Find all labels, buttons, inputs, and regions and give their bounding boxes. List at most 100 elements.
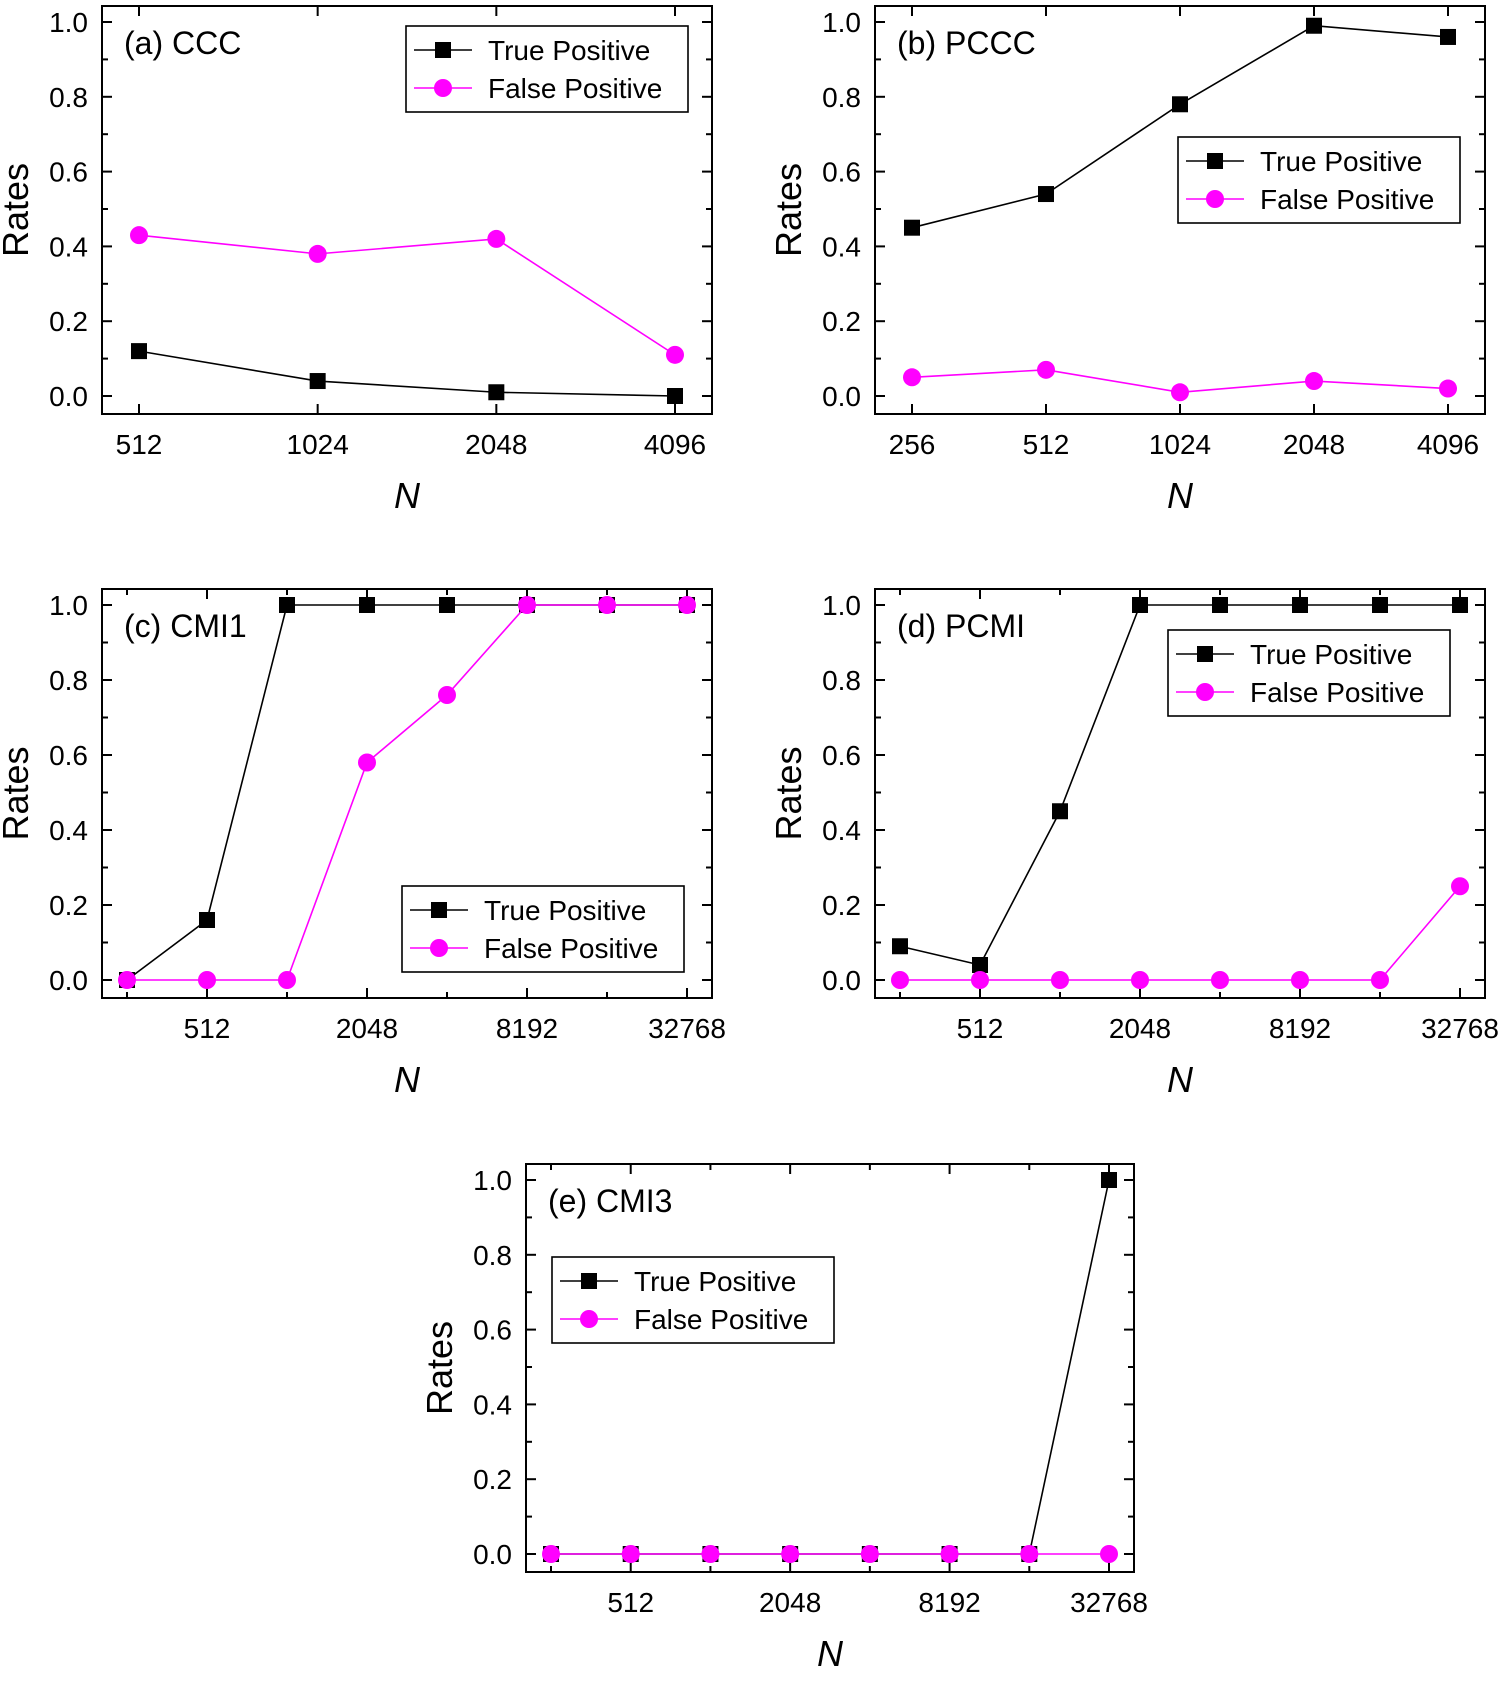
legend-marker-circle — [434, 79, 452, 97]
data-point-square — [1052, 803, 1068, 820]
x-tick-label: 512 — [607, 1587, 654, 1618]
y-tick-label: 0.6 — [822, 157, 861, 188]
plot-frame — [525, 1163, 1135, 1573]
data-point-square — [667, 388, 683, 404]
y-tick-label: 0.8 — [49, 665, 88, 696]
x-axis-label: N — [1167, 1059, 1194, 1100]
panel-3: 0.0 0.2 0.4 0.6 0.8 1.0 512 2048 8192 32768 N Rates… — [0, 588, 726, 1100]
data-point-circle — [487, 229, 506, 248]
y-tick-label: 1.0 — [822, 7, 861, 38]
y-tick-label: 0.8 — [49, 82, 88, 113]
data-point-circle — [1171, 383, 1189, 402]
y-tick-label: 0.6 — [473, 1315, 512, 1346]
y-tick-label: 0.8 — [473, 1240, 512, 1271]
y-tick-label: 0.8 — [822, 82, 861, 113]
data-point-square — [1172, 96, 1188, 113]
data-point-circle — [198, 971, 216, 989]
data-point-circle — [971, 971, 989, 989]
x-axis-label: N — [394, 475, 421, 516]
x-axis-label: N — [1167, 475, 1194, 516]
series-line — [127, 604, 687, 981]
y-axis-label: Rates — [419, 1321, 460, 1415]
data-point-circle — [621, 1545, 640, 1563]
legend-marker-square — [581, 1273, 597, 1289]
series-line — [899, 604, 1460, 966]
series-line — [551, 1179, 1110, 1555]
x-tick-label: 8192 — [918, 1587, 980, 1618]
data-point-circle — [891, 971, 909, 989]
legend-marker-circle — [430, 939, 448, 957]
legend-label: True Positive — [634, 1266, 796, 1297]
legend-label: True Positive — [488, 35, 650, 66]
y-tick-label: 0.6 — [49, 157, 88, 188]
x-tick-label: 512 — [116, 429, 163, 460]
legend-marker-square — [431, 902, 447, 918]
y-axis-label: Rates — [0, 746, 36, 840]
data-point-square — [1101, 1172, 1117, 1188]
y-tick-label: 0.6 — [49, 740, 88, 771]
data-point-square — [892, 938, 908, 955]
y-axis-label: Rates — [0, 163, 36, 257]
series-line — [900, 885, 1461, 981]
legend-marker-square — [1207, 153, 1223, 169]
data-point-circle — [1020, 1545, 1039, 1563]
y-tick-label: 1.0 — [473, 1165, 512, 1196]
y-tick-label: 0.2 — [822, 890, 861, 921]
x-tick-label: 4096 — [1417, 429, 1479, 460]
x-tick-label: 256 — [889, 429, 936, 460]
data-point-circle — [1131, 971, 1149, 989]
y-tick-label: 0.0 — [822, 381, 861, 412]
panel-title: (c) CMI1 — [124, 608, 247, 644]
x-tick-label: 512 — [1023, 429, 1070, 460]
data-point-circle — [1439, 379, 1457, 398]
y-tick-label: 0.2 — [473, 1464, 512, 1495]
panel-title: (b) PCCC — [897, 25, 1036, 61]
x-tick-label: 2048 — [759, 1587, 821, 1618]
legend-label: False Positive — [488, 73, 662, 104]
x-axis-label: N — [394, 1059, 421, 1100]
data-point-square — [1452, 597, 1468, 613]
data-point-circle — [438, 686, 456, 704]
data-point-square — [1306, 17, 1322, 34]
data-point-square — [309, 373, 326, 390]
data-point-circle — [701, 1545, 720, 1563]
legend-marker-circle — [1196, 683, 1214, 701]
legend: True Positive False Positive — [405, 25, 689, 113]
data-point-circle — [1100, 1545, 1118, 1563]
legend: True Positive False Positive — [401, 885, 685, 973]
panel-1: 0.0 0.2 0.4 0.6 0.8 1.0 512 1024 2048 4096 N Rates (… — [0, 5, 713, 516]
panel-title: (a) CCC — [124, 25, 241, 61]
legend-box — [1177, 136, 1461, 224]
y-tick-label: 0.0 — [822, 965, 861, 996]
data-point-circle — [666, 345, 684, 364]
legend-label: True Positive — [1260, 146, 1422, 177]
data-point-square — [1212, 597, 1228, 613]
data-point-square — [972, 957, 988, 973]
legend-marker-circle — [1206, 190, 1224, 208]
data-point-circle — [940, 1545, 959, 1563]
data-point-square — [439, 597, 455, 613]
legend-marker-square — [1197, 646, 1213, 662]
data-point-circle — [1051, 971, 1069, 989]
x-tick-label: 32768 — [648, 1013, 726, 1044]
legend-label: False Positive — [1250, 677, 1424, 708]
x-tick-label: 2048 — [336, 1013, 398, 1044]
y-axis-label: Rates — [768, 746, 809, 840]
data-point-circle — [1451, 877, 1469, 896]
data-point-circle — [1211, 971, 1229, 989]
data-point-square — [1132, 597, 1148, 613]
legend-box — [405, 25, 689, 113]
legend-box — [1167, 629, 1451, 717]
data-point-square — [904, 219, 920, 236]
x-tick-label: 1024 — [1149, 429, 1211, 460]
data-point-circle — [130, 226, 148, 245]
x-tick-label: 2048 — [465, 429, 527, 460]
x-tick-label: 8192 — [1269, 1013, 1331, 1044]
x-tick-label: 512 — [184, 1013, 231, 1044]
x-tick-label: 2048 — [1109, 1013, 1171, 1044]
data-point-circle — [781, 1545, 800, 1563]
x-tick-label: 32768 — [1070, 1587, 1148, 1618]
y-tick-label: 0.6 — [822, 740, 861, 771]
y-tick-label: 0.2 — [49, 890, 88, 921]
legend-marker-square — [435, 42, 451, 58]
